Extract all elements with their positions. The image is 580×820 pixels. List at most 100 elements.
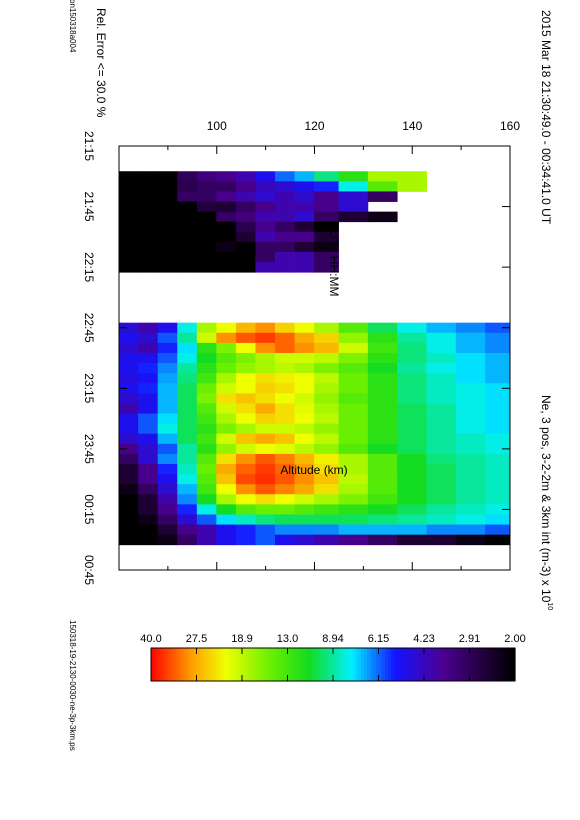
heatmap-cell [235, 474, 256, 485]
heatmap-cell [235, 393, 256, 404]
heatmap-cell [138, 322, 159, 334]
heatmap-cell [255, 241, 276, 253]
heatmap-cell [255, 383, 276, 394]
heatmap-cell [314, 352, 339, 364]
colorbar-label: Ne, 3 pos, 3-2-2m & 3km int (m-3) x 1010 [539, 395, 553, 610]
heatmap-cell [338, 504, 369, 515]
heatmap-cell [294, 191, 315, 202]
colorbar-segment [475, 648, 480, 681]
colorbar-segment [172, 648, 176, 681]
heatmap-cell [338, 332, 369, 344]
heatmap-cell [118, 504, 139, 515]
colorbar-segment [175, 648, 179, 681]
heatmap-cell [367, 494, 398, 505]
heatmap-cell [196, 363, 217, 374]
heatmap-cell [397, 403, 427, 414]
colorbar-segment [396, 648, 401, 681]
heatmap-cell [367, 181, 398, 192]
heatmap-cell [118, 514, 139, 525]
heatmap-cell [314, 211, 339, 223]
colorbar-segment [266, 648, 270, 681]
heatmap-cell [455, 423, 486, 435]
heatmap-cell [216, 352, 237, 364]
heatmap-cell [275, 474, 295, 485]
heatmap-cell [314, 171, 339, 182]
colorbar-segment [351, 648, 355, 681]
heatmap-cell [485, 332, 510, 344]
heatmap-cell [485, 484, 510, 495]
heatmap-cell [216, 534, 237, 546]
heatmap-cell [485, 443, 510, 455]
heatmap-cell [455, 413, 486, 425]
heatmap-cell [177, 211, 198, 223]
heatmap-cell [294, 181, 315, 192]
heatmap-cell [455, 363, 486, 374]
heatmap-cell [255, 433, 276, 445]
heatmap-cell [455, 464, 486, 475]
colorbar-segment [287, 648, 292, 681]
heatmap-cell [118, 534, 139, 546]
heatmap-cell [426, 403, 457, 414]
heatmap-cell [138, 252, 159, 263]
heatmap-cell [338, 171, 369, 182]
heatmap-cell [235, 191, 256, 202]
heatmap-cell [196, 474, 217, 485]
colorbar-segment [454, 648, 458, 681]
colorbar-segment [487, 648, 492, 681]
heatmap-cell [138, 453, 159, 465]
heatmap-cell [255, 403, 276, 414]
colorbar-segment [420, 648, 425, 681]
heatmap-cell [157, 241, 178, 253]
heatmap-cell [196, 201, 217, 213]
colorbar-segment [445, 648, 449, 681]
heatmap-cell [397, 332, 427, 344]
heatmap-cell [216, 393, 237, 404]
heatmap-cell [275, 464, 295, 475]
colorbar-segment [387, 648, 392, 681]
heatmap-cell [367, 443, 398, 455]
heatmap-cell [485, 534, 510, 546]
heatmap-cell [485, 393, 510, 404]
heatmap-cell [485, 423, 510, 435]
heatmap-cell [216, 494, 237, 505]
heatmap-cell [397, 534, 427, 546]
heatmap-cell [157, 514, 178, 525]
heatmap-cell [235, 524, 256, 536]
colorbar-segment [381, 648, 386, 681]
heatmap-cell [485, 342, 510, 354]
heatmap-cell [338, 443, 369, 455]
heatmap-cell [196, 464, 217, 475]
heatmap-cell [177, 373, 198, 384]
heatmap-cell [157, 464, 178, 475]
heatmap-cell [118, 413, 139, 425]
heatmap-cell [338, 534, 369, 546]
heatmap-cell [314, 383, 339, 394]
heatmap-cell [338, 423, 369, 435]
colorbar-segment [278, 648, 283, 681]
heatmap-cell [138, 504, 159, 515]
heatmap-cell [255, 373, 276, 384]
heatmap-cell [196, 453, 217, 465]
heatmap-cell [138, 332, 159, 344]
heatmap-cell [294, 363, 315, 374]
colorbar-segment [272, 648, 276, 681]
colorbar-segment [205, 648, 210, 681]
heatmap-cell [255, 534, 276, 546]
heatmap-cell [294, 231, 315, 243]
heatmap-cell [255, 464, 276, 475]
heatmap-cell [275, 342, 295, 354]
colorbar-tick-label: 6.15 [368, 633, 389, 645]
colorbar-segment [427, 648, 431, 681]
heatmap-cell [255, 171, 276, 182]
heatmap-cell [216, 201, 237, 213]
heatmap-cell [314, 464, 339, 475]
heatmap-cell [157, 352, 178, 364]
heatmap-cell [294, 262, 315, 273]
colorbar-segment [293, 648, 298, 681]
heatmap-cell [157, 474, 178, 485]
heatmap-cell [196, 413, 217, 425]
heatmap-cell [157, 252, 178, 263]
heatmap-cell [338, 211, 369, 223]
colorbar-ticks: 2.00 2.91 4.23 6.15 8.94 13.0 18.9 27.5 40.0 [140, 633, 526, 681]
colorbar-segment [399, 648, 404, 681]
